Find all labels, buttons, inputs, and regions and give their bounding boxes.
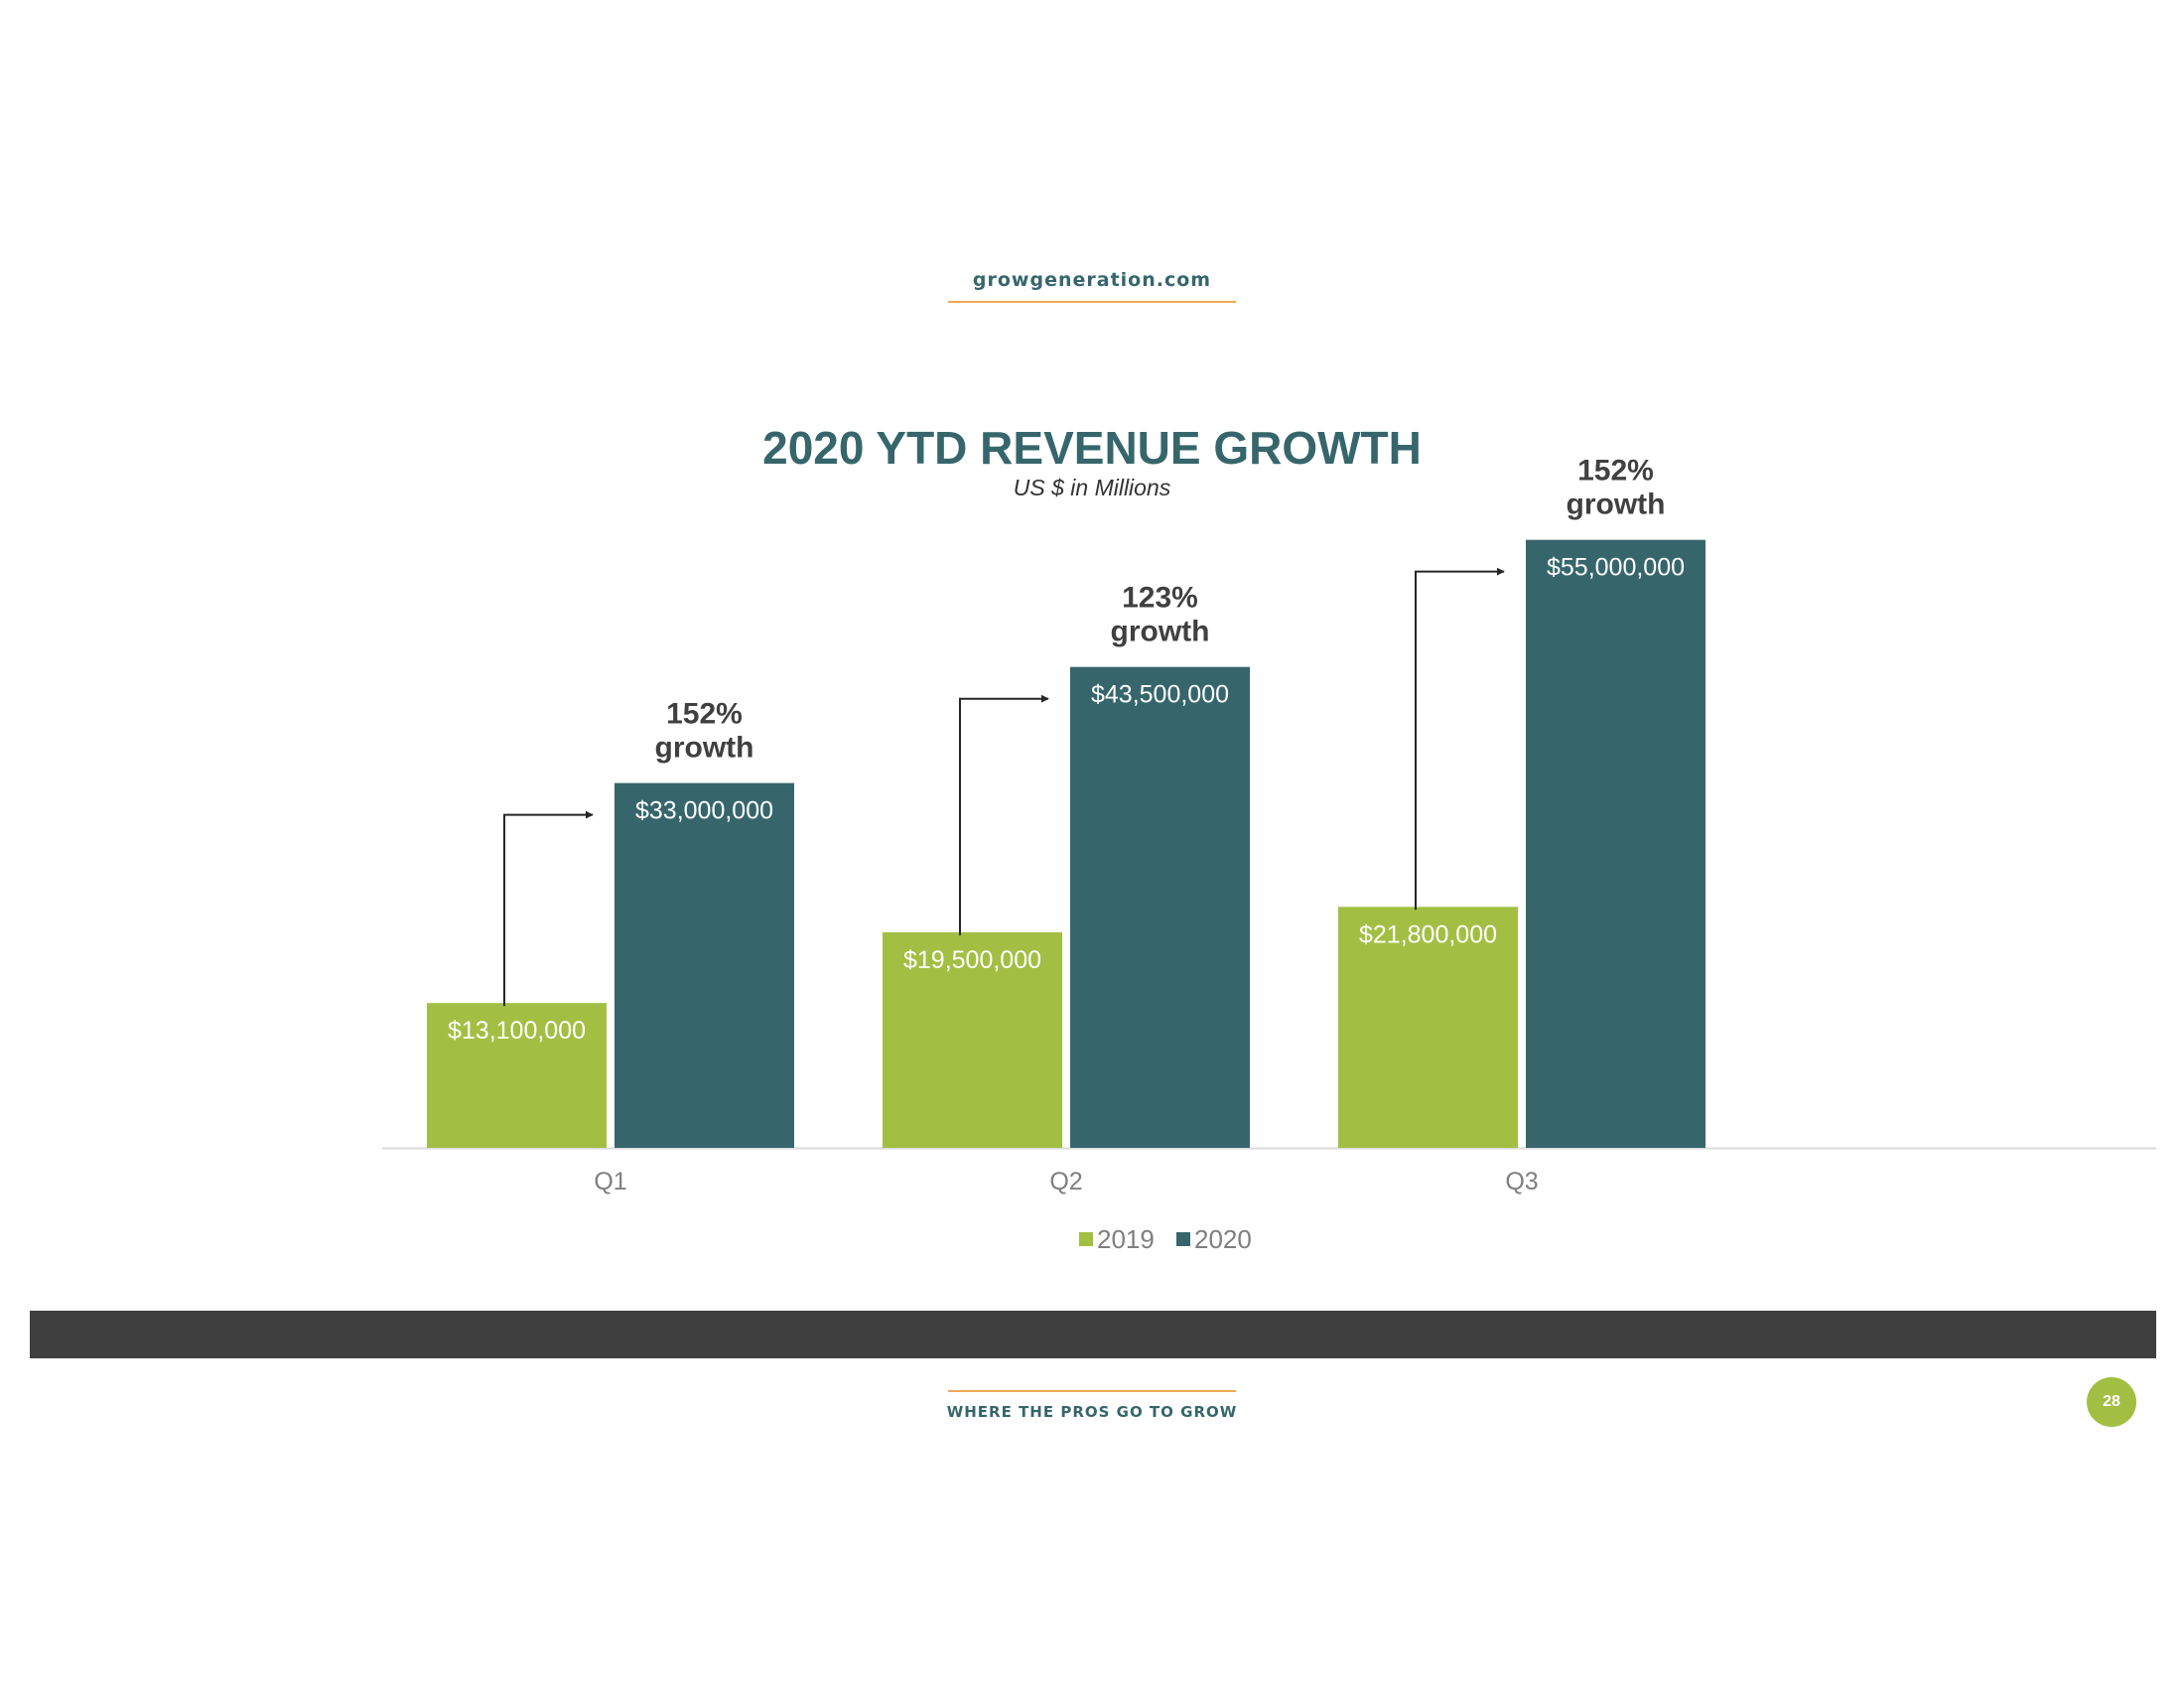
bar-2019-q2 [883, 931, 1062, 1148]
data-label-2020-q1: $33,000,000 [635, 797, 773, 825]
data-label-2019-q1: $13,100,000 [448, 1017, 586, 1045]
growth-word-q1: growth [655, 732, 754, 765]
growth-arrow-q2 [959, 694, 1049, 935]
x-tick-label-q1: Q1 [594, 1168, 626, 1196]
growth-arrow-q3 [1415, 567, 1505, 911]
legend-label-2019: 2019 [1097, 1224, 1155, 1254]
revenue-bar-chart: $13,100,000$33,000,000Q1152%growth$19,50… [382, 455, 2156, 1254]
page-title: 2020 YTD REVENUE GROWTH [762, 422, 1422, 474]
data-label-2019-q2: $19,500,000 [903, 946, 1041, 974]
bar-2020-q2 [1070, 666, 1250, 1148]
bar-2020-q3 [1526, 539, 1706, 1148]
growth-word-q2: growth [1111, 616, 1210, 648]
bar-2020-q1 [614, 782, 794, 1148]
growth-arrow-q1 [503, 810, 594, 1007]
bar-2019-q1 [427, 1003, 607, 1148]
data-label-2020-q2: $43,500,000 [1091, 681, 1229, 709]
page-number-badge: 28 [2087, 1377, 2136, 1427]
legend-swatch-2020 [1176, 1232, 1190, 1246]
footer-tagline: WHERE THE PROS GO TO GROW [946, 1403, 1238, 1421]
footer-divider [948, 1390, 1236, 1392]
header-divider [948, 301, 1236, 303]
footer-band [30, 1311, 2156, 1358]
growth-percent-q1: 152% [666, 698, 743, 731]
data-label-2019-q3: $21,800,000 [1359, 920, 1497, 948]
x-tick-label-q3: Q3 [1505, 1168, 1538, 1196]
x-tick-label-q2: Q2 [1049, 1168, 1082, 1196]
growth-percent-q3: 152% [1577, 455, 1654, 488]
bar-2019-q3 [1338, 907, 1518, 1148]
site-url: growgeneration.com [972, 269, 1212, 291]
chart-subtitle: US $ in Millions [1013, 475, 1171, 500]
growth-percent-q2: 123% [1122, 582, 1198, 615]
growth-word-q3: growth [1567, 489, 1666, 521]
legend-label-2020: 2020 [1194, 1224, 1252, 1254]
legend-swatch-2019 [1079, 1232, 1093, 1246]
data-label-2020-q3: $55,000,000 [1547, 554, 1685, 582]
